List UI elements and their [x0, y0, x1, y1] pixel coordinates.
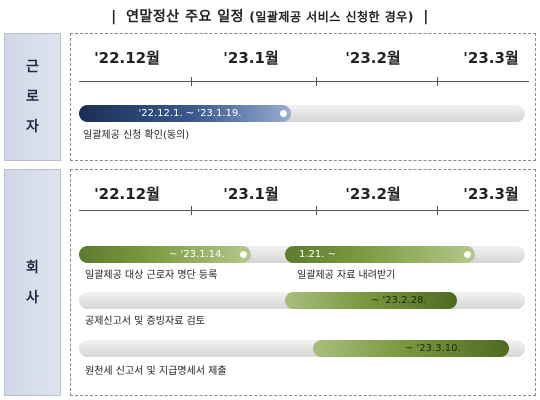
task-bar: ~ '23.2.28. — [285, 292, 457, 309]
timeline-tick — [316, 206, 317, 215]
timeline-tick — [191, 206, 192, 215]
worker-label-char: 자 — [26, 119, 39, 135]
bar-end-dot — [240, 251, 247, 258]
month-label: '23.2월 — [345, 49, 401, 67]
title-bar-left: | — [111, 9, 117, 25]
month-label: '23.1월 — [223, 185, 279, 203]
task-bar-text: '22.12.1. ~ '23.1.19. — [138, 108, 242, 119]
task-label: 원천세 신고서 및 지급명세서 제출 — [85, 366, 227, 377]
timeline-tick — [437, 206, 438, 215]
company-label-char: 사 — [26, 289, 39, 306]
task-bar-text: 1.21. ~ — [299, 249, 337, 260]
task-label: 공제신고서 및 증빙자료 검토 — [85, 316, 205, 327]
page-title: | 연말정산 주요 일정 (일괄제공 서비스 신청한 경우) | — [0, 6, 540, 26]
month-label: '23.1월 — [223, 49, 279, 67]
company-label-char: 회 — [26, 259, 39, 276]
task-label: 일괄제공 대상 근로자 명단 등록 — [85, 270, 218, 281]
company-group-label: 회 사 — [4, 169, 61, 396]
bar-end-dot — [280, 110, 287, 117]
month-label: '23.2월 — [345, 185, 401, 203]
month-label: '22.12월 — [94, 49, 160, 67]
task-bar: '22.12.1. ~ '23.1.19. — [79, 105, 291, 122]
worker-label-char: 로 — [26, 89, 39, 105]
task-bar: 1.21. ~ — [285, 246, 475, 263]
timeline-axis — [79, 81, 529, 82]
title-bar-right: | — [423, 9, 429, 25]
bar-end-dot — [464, 251, 471, 258]
task-bar-text: ~ '23.1.14. — [169, 249, 225, 260]
timeline-tick — [316, 77, 317, 86]
timeline-axis — [79, 210, 529, 211]
worker-group-label: 근 로 자 — [4, 33, 61, 161]
task-bar-text: ~ '23.2.28. — [371, 295, 427, 306]
title-note: (일괄제공 서비스 신청한 경우) — [249, 10, 414, 24]
month-label: '23.3월 — [463, 185, 519, 203]
task-bar: ~ '23.3.10. — [313, 340, 509, 357]
worker-timeline-panel: '22.12월 '23.1월 '23.2월 '23.3월 '22.12.1. ~… — [70, 33, 536, 161]
company-timeline-panel: '22.12월 '23.1월 '23.2월 '23.3월 ~ '23.1.14.… — [70, 169, 536, 396]
month-label: '23.3월 — [463, 49, 519, 67]
task-bar-text: ~ '23.3.10. — [405, 343, 461, 354]
month-label: '22.12월 — [94, 185, 160, 203]
worker-label-char: 근 — [26, 59, 39, 75]
timeline-tick — [437, 77, 438, 86]
task-bar: ~ '23.1.14. — [79, 246, 251, 263]
task-label: 일괄제공 신청 확인(동의) — [83, 130, 190, 141]
task-label: 일괄제공 자료 내려받기 — [297, 270, 396, 281]
title-main: 연말정산 주요 일정 — [126, 9, 244, 25]
timeline-tick — [191, 77, 192, 86]
